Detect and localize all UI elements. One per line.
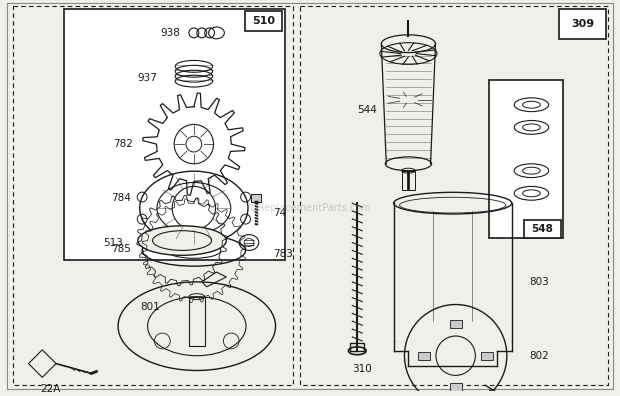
- Text: 802: 802: [529, 351, 549, 361]
- Text: 783: 783: [273, 249, 293, 259]
- Bar: [481, 352, 493, 360]
- Bar: [189, 297, 205, 346]
- Text: 785: 785: [111, 244, 131, 254]
- Text: 801: 801: [141, 301, 161, 312]
- Bar: [559, 9, 606, 39]
- Text: 309: 309: [571, 19, 594, 29]
- Text: 544: 544: [357, 105, 377, 115]
- Bar: [300, 6, 608, 385]
- Bar: [245, 11, 283, 31]
- Bar: [350, 343, 364, 351]
- Bar: [450, 320, 461, 328]
- Bar: [523, 220, 561, 238]
- Bar: [64, 9, 285, 260]
- Text: 510: 510: [252, 16, 275, 26]
- Ellipse shape: [138, 226, 226, 255]
- Text: 548: 548: [531, 224, 553, 234]
- Text: 937: 937: [138, 73, 157, 83]
- Text: 938: 938: [160, 28, 180, 38]
- Bar: [450, 383, 461, 391]
- Text: 22A: 22A: [40, 384, 60, 394]
- Text: 803: 803: [529, 277, 549, 287]
- Bar: [13, 6, 293, 385]
- Text: ©ReplacementParts.com: ©ReplacementParts.com: [249, 203, 371, 213]
- Bar: [489, 80, 563, 238]
- Text: 74: 74: [273, 208, 287, 218]
- Text: 782: 782: [113, 139, 133, 149]
- Text: 784: 784: [111, 193, 131, 203]
- Bar: [418, 352, 430, 360]
- Bar: [251, 194, 261, 202]
- Bar: [402, 171, 415, 190]
- Text: 310: 310: [352, 364, 372, 373]
- Text: 513: 513: [103, 238, 123, 248]
